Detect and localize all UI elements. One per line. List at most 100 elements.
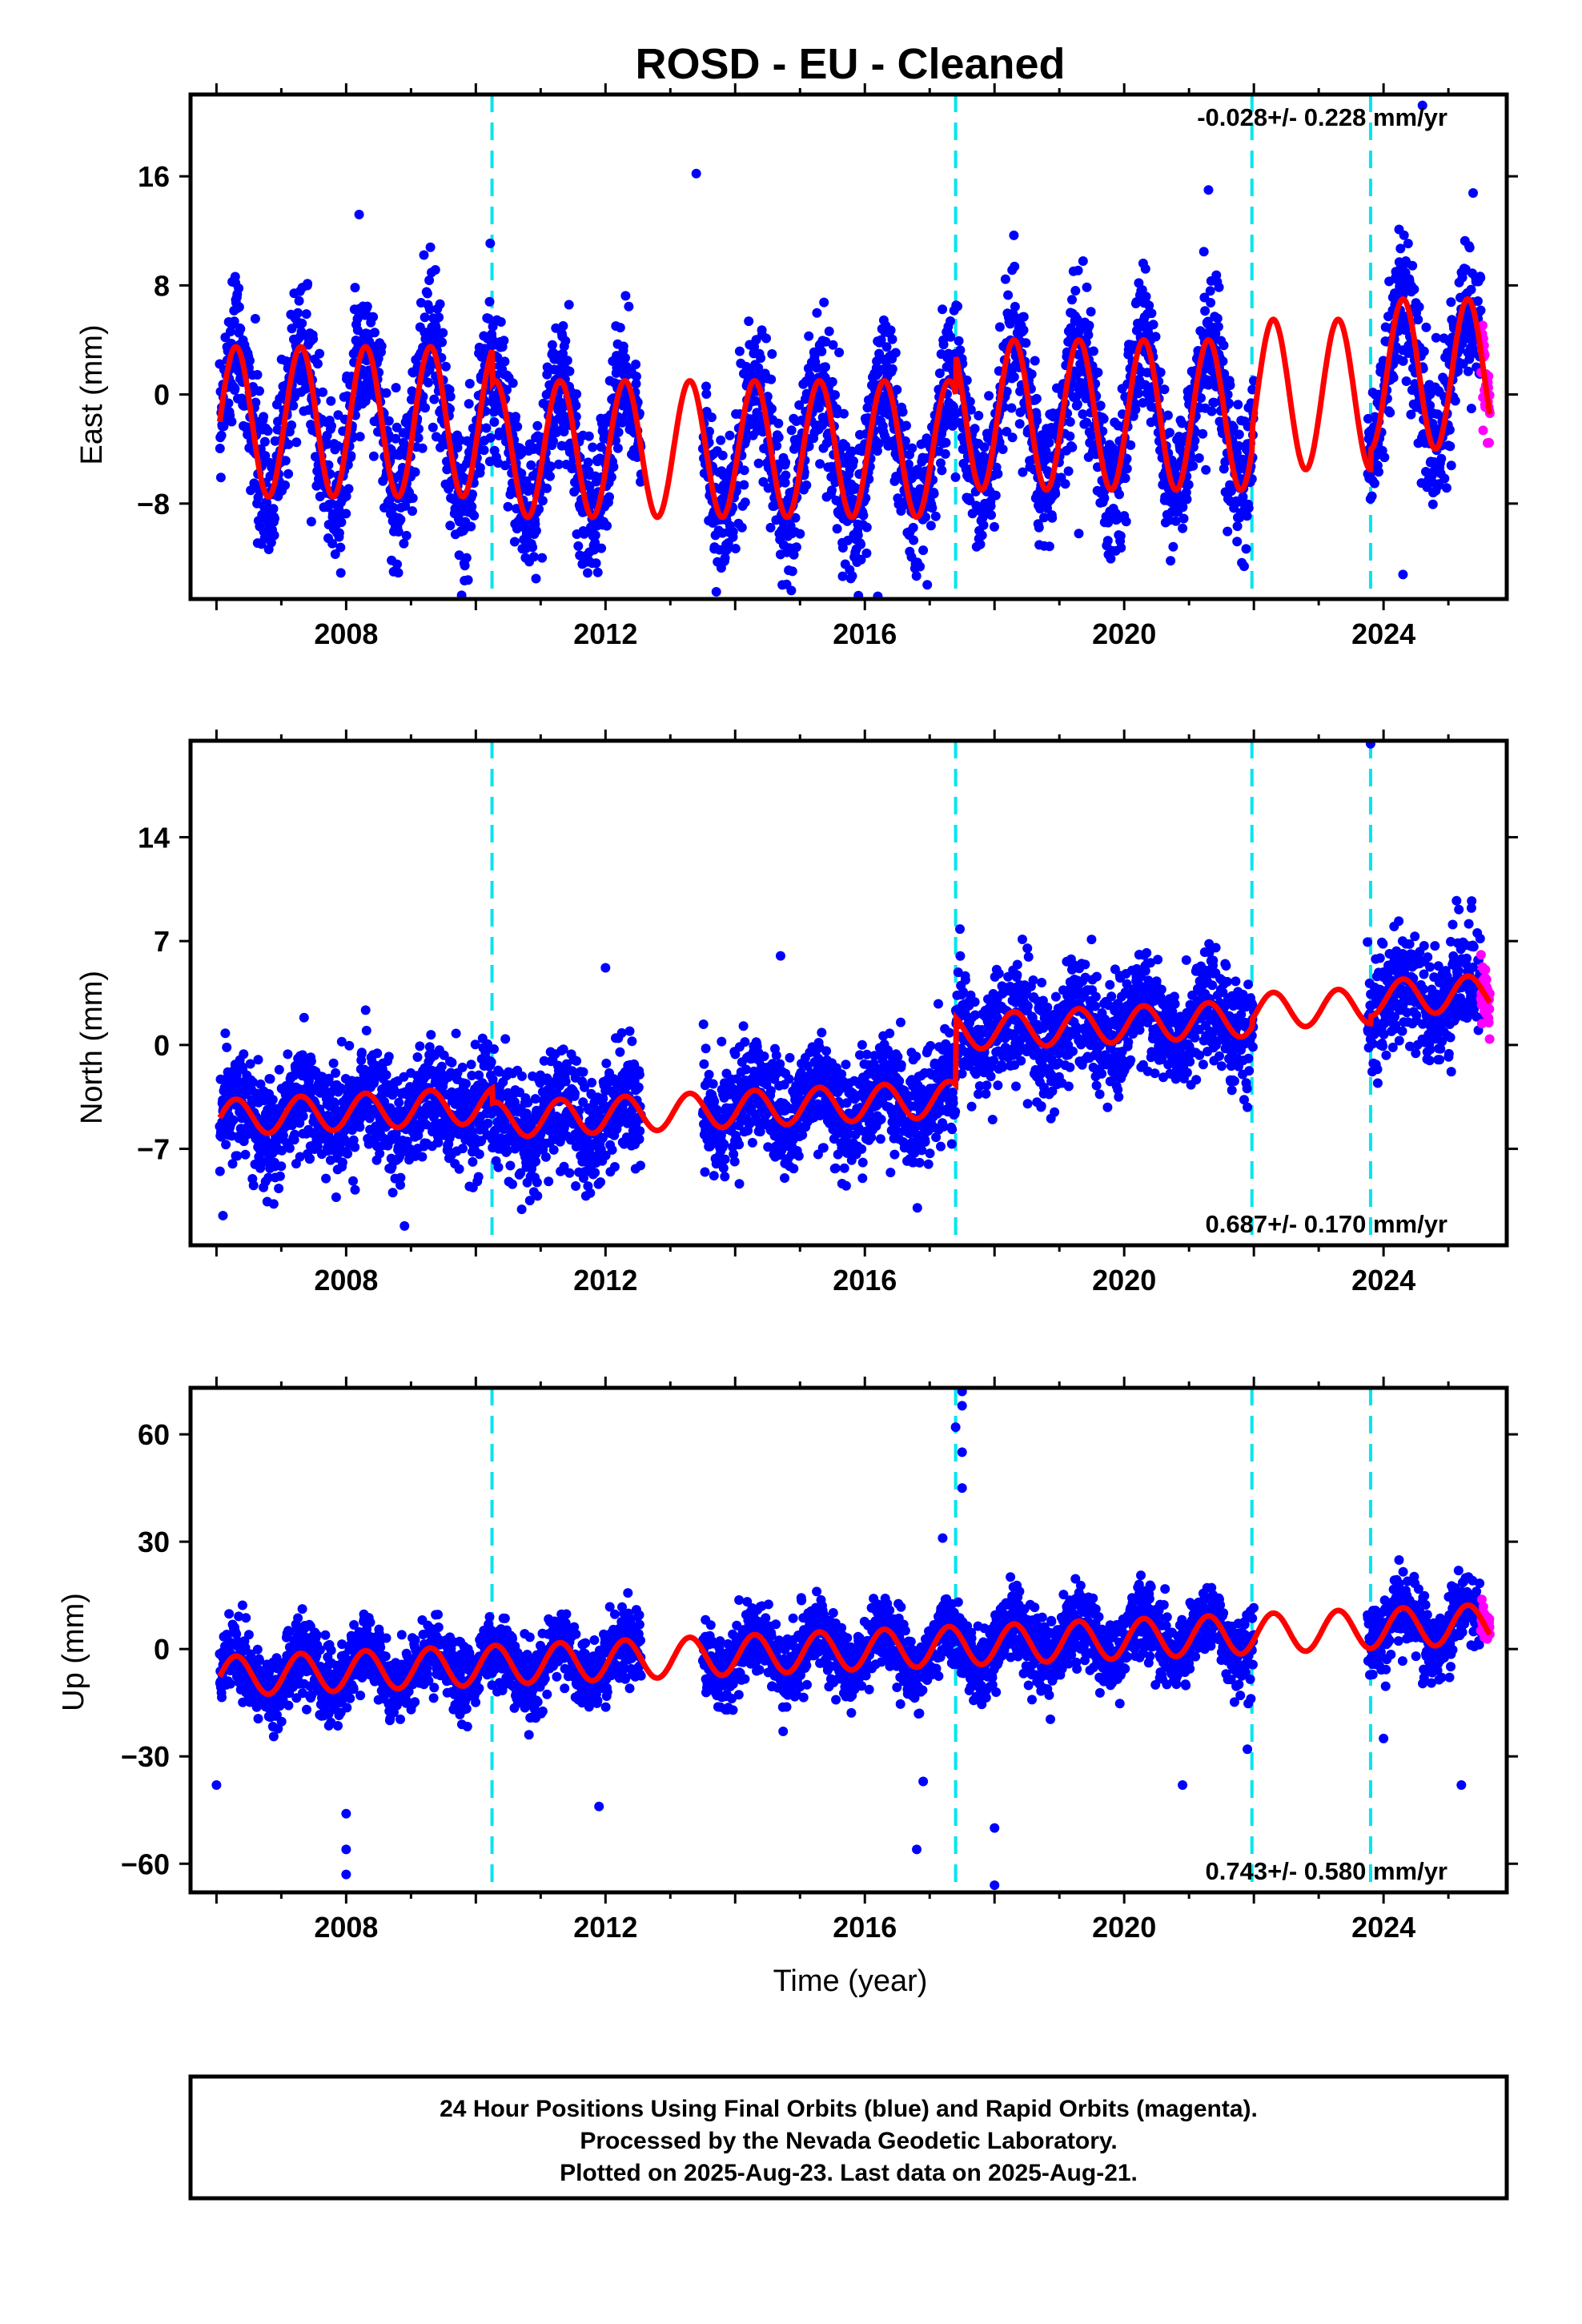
final-point xyxy=(274,1064,284,1075)
final-point xyxy=(984,391,994,401)
final-point xyxy=(812,363,822,373)
final-point xyxy=(911,571,921,581)
final-point xyxy=(428,422,438,432)
final-point xyxy=(420,312,430,323)
final-point xyxy=(1200,306,1211,316)
final-point xyxy=(1021,338,1031,348)
final-point xyxy=(1072,399,1082,409)
final-point xyxy=(1000,274,1010,284)
final-point xyxy=(781,470,791,480)
final-point xyxy=(230,384,240,394)
final-point xyxy=(1120,473,1130,484)
final-point xyxy=(624,301,634,312)
final-point xyxy=(937,465,947,476)
final-point xyxy=(1239,561,1249,572)
final-point xyxy=(1010,301,1020,312)
final-point xyxy=(631,372,641,382)
final-point xyxy=(484,314,494,324)
final-point xyxy=(1233,400,1243,410)
final-point xyxy=(1095,400,1106,411)
outlier-point xyxy=(1074,529,1084,539)
final-point xyxy=(572,389,582,400)
final-point xyxy=(1446,297,1456,308)
final-point xyxy=(447,1057,457,1068)
final-point xyxy=(475,463,485,473)
final-point xyxy=(1439,473,1450,484)
final-point xyxy=(458,1144,468,1154)
final-point xyxy=(1034,522,1044,533)
final-point xyxy=(413,432,424,443)
final-point xyxy=(553,459,564,469)
final-point xyxy=(615,323,625,333)
final-point xyxy=(306,1056,316,1067)
final-point xyxy=(1067,442,1078,452)
final-point xyxy=(532,1177,542,1188)
final-point xyxy=(452,443,463,452)
final-point xyxy=(431,322,441,332)
final-point xyxy=(918,545,929,556)
final-point xyxy=(789,549,799,560)
final-point xyxy=(445,392,456,402)
final-point xyxy=(781,457,791,468)
final-point xyxy=(297,318,307,328)
final-point xyxy=(468,1156,478,1167)
final-point xyxy=(417,1152,428,1162)
final-point xyxy=(1214,282,1224,292)
final-point xyxy=(772,440,782,451)
final-point xyxy=(1183,480,1194,490)
final-point xyxy=(631,379,641,389)
final-point xyxy=(305,1153,315,1164)
final-point xyxy=(839,408,849,419)
final-point xyxy=(1082,282,1092,292)
final-point xyxy=(1242,511,1252,521)
final-point xyxy=(255,386,264,396)
final-point xyxy=(1464,243,1475,253)
final-point xyxy=(955,345,966,356)
final-point xyxy=(608,461,619,472)
final-point xyxy=(412,1052,423,1062)
final-point xyxy=(990,490,1001,501)
final-point xyxy=(346,451,356,461)
final-point xyxy=(509,537,520,547)
final-point xyxy=(531,573,541,584)
final-point xyxy=(740,497,750,508)
final-point xyxy=(489,417,500,427)
final-point xyxy=(283,439,294,449)
final-point xyxy=(505,1160,516,1171)
final-point xyxy=(215,444,225,453)
final-point xyxy=(990,521,999,532)
final-point xyxy=(1206,298,1216,308)
final-point xyxy=(1403,239,1413,249)
final-point xyxy=(400,501,411,511)
final-point xyxy=(946,316,955,326)
final-point xyxy=(579,529,589,539)
final-point xyxy=(1463,366,1473,376)
final-point xyxy=(499,336,509,346)
rapid-point xyxy=(1484,437,1494,448)
final-point xyxy=(1446,460,1456,471)
final-point xyxy=(537,496,548,506)
final-point xyxy=(1063,466,1074,476)
final-point xyxy=(355,1122,365,1132)
final-point xyxy=(790,513,801,523)
final-point xyxy=(298,1111,308,1121)
final-point xyxy=(246,485,256,496)
final-point xyxy=(419,250,429,260)
final-orbit-points xyxy=(215,100,1486,599)
final-point xyxy=(1168,541,1178,552)
final-point xyxy=(1201,464,1211,475)
final-point xyxy=(288,400,299,411)
final-point xyxy=(361,1025,371,1035)
final-point xyxy=(583,568,592,578)
final-point xyxy=(399,538,409,549)
final-point xyxy=(1014,419,1025,429)
final-point xyxy=(1178,513,1189,524)
final-point xyxy=(858,510,869,521)
final-point xyxy=(548,1144,559,1155)
final-point xyxy=(1414,302,1424,312)
final-point xyxy=(469,510,480,521)
final-point xyxy=(355,432,365,442)
final-point xyxy=(560,336,571,346)
final-point xyxy=(425,242,436,252)
final-point xyxy=(370,328,379,338)
